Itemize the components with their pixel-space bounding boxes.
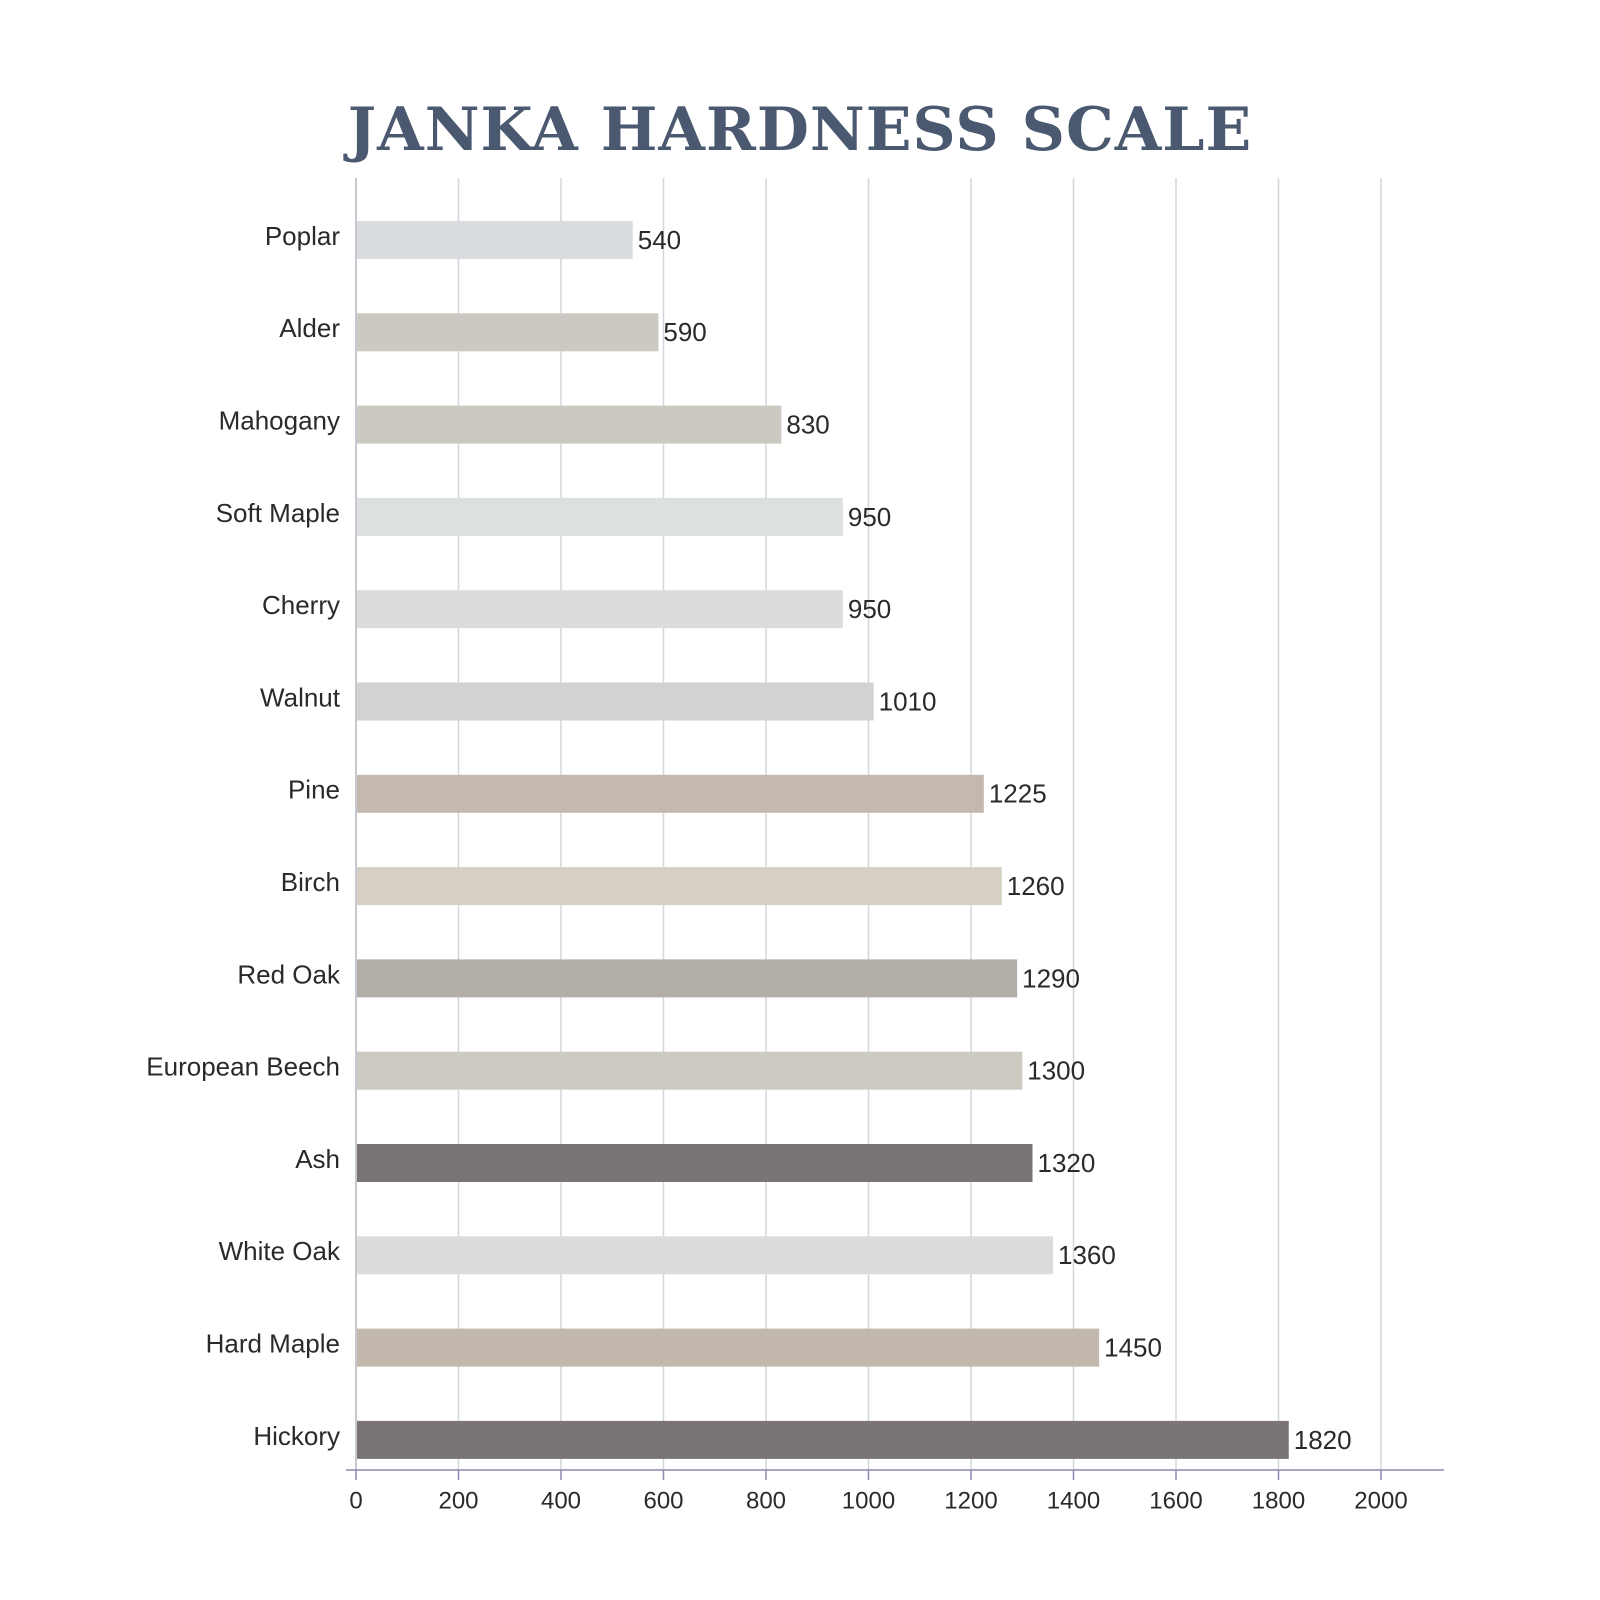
value-label: 1010 [879, 686, 937, 716]
value-label: 830 [786, 409, 829, 439]
bar-walnut [356, 682, 874, 721]
chart-title: JANKA HARDNESS SCALE [347, 95, 1253, 165]
x-tick-label: 0 [349, 1487, 362, 1514]
category-label: Walnut [260, 682, 341, 712]
category-label: European Beech [146, 1052, 340, 1082]
value-label: 590 [663, 317, 706, 347]
bar-ash [356, 1144, 1033, 1182]
bar-poplar [356, 221, 633, 259]
value-label: 1290 [1022, 963, 1080, 993]
category-label: Cherry [262, 590, 340, 620]
x-tick-label: 800 [746, 1487, 786, 1514]
x-tick-label: 2000 [1354, 1487, 1407, 1514]
category-labels: Poplar Alder Mahogany Soft Maple Cherry Walnu… [146, 221, 341, 1451]
category-label: Mahogany [219, 405, 340, 435]
x-tick-label: 1000 [842, 1487, 895, 1514]
bar-birch [356, 867, 1002, 906]
category-label: White Oak [219, 1236, 341, 1266]
bar-hickory [356, 1420, 1289, 1459]
value-label: 1450 [1104, 1332, 1162, 1362]
x-tick-label: 400 [541, 1487, 581, 1514]
x-tick-label: 1200 [944, 1487, 997, 1514]
category-label: Red Oak [237, 959, 341, 989]
category-label: Alder [279, 313, 340, 343]
category-label: Ash [295, 1144, 340, 1174]
bar-white-oak [356, 1236, 1053, 1275]
value-label: 540 [638, 225, 681, 255]
bars [356, 221, 1289, 1459]
bar-alder [356, 313, 659, 352]
value-labels: 540 590 830 950 950 1010 1225 1260 1290 1300 1320 1… [638, 225, 1352, 1455]
value-label: 950 [848, 594, 891, 624]
category-label: Hard Maple [206, 1328, 340, 1358]
value-label: 950 [848, 502, 891, 532]
bar-cherry [356, 590, 843, 629]
bar-pine [356, 774, 984, 813]
x-tick-label: 200 [438, 1487, 478, 1514]
x-tick-label: 600 [643, 1487, 683, 1514]
value-label: 1360 [1058, 1240, 1116, 1270]
x-tick-label: 1400 [1047, 1487, 1100, 1514]
category-label: Birch [281, 867, 340, 897]
bar-hard-maple [356, 1328, 1100, 1367]
category-label: Soft Maple [216, 498, 340, 528]
x-tick-labels: 0 200 400 600 800 1000 1200 1400 1600 1800 2000 [349, 1487, 1407, 1514]
bar-european-beech [356, 1051, 1023, 1090]
bar-soft-maple [356, 497, 843, 536]
value-label: 1320 [1038, 1148, 1096, 1178]
category-label: Hickory [253, 1421, 340, 1451]
x-tick-label: 1600 [1149, 1487, 1202, 1514]
x-tick-label: 1800 [1252, 1487, 1305, 1514]
value-label: 1225 [989, 779, 1047, 809]
bar-mahogany [356, 405, 782, 444]
value-label: 1820 [1294, 1425, 1352, 1455]
grid-lines [355, 178, 1382, 1470]
category-label: Pine [288, 775, 340, 805]
category-label: Poplar [265, 221, 340, 251]
bar-red-oak [356, 959, 1018, 998]
value-label: 1300 [1027, 1056, 1085, 1086]
value-label: 1260 [1007, 871, 1065, 901]
axes [346, 178, 1444, 1480]
